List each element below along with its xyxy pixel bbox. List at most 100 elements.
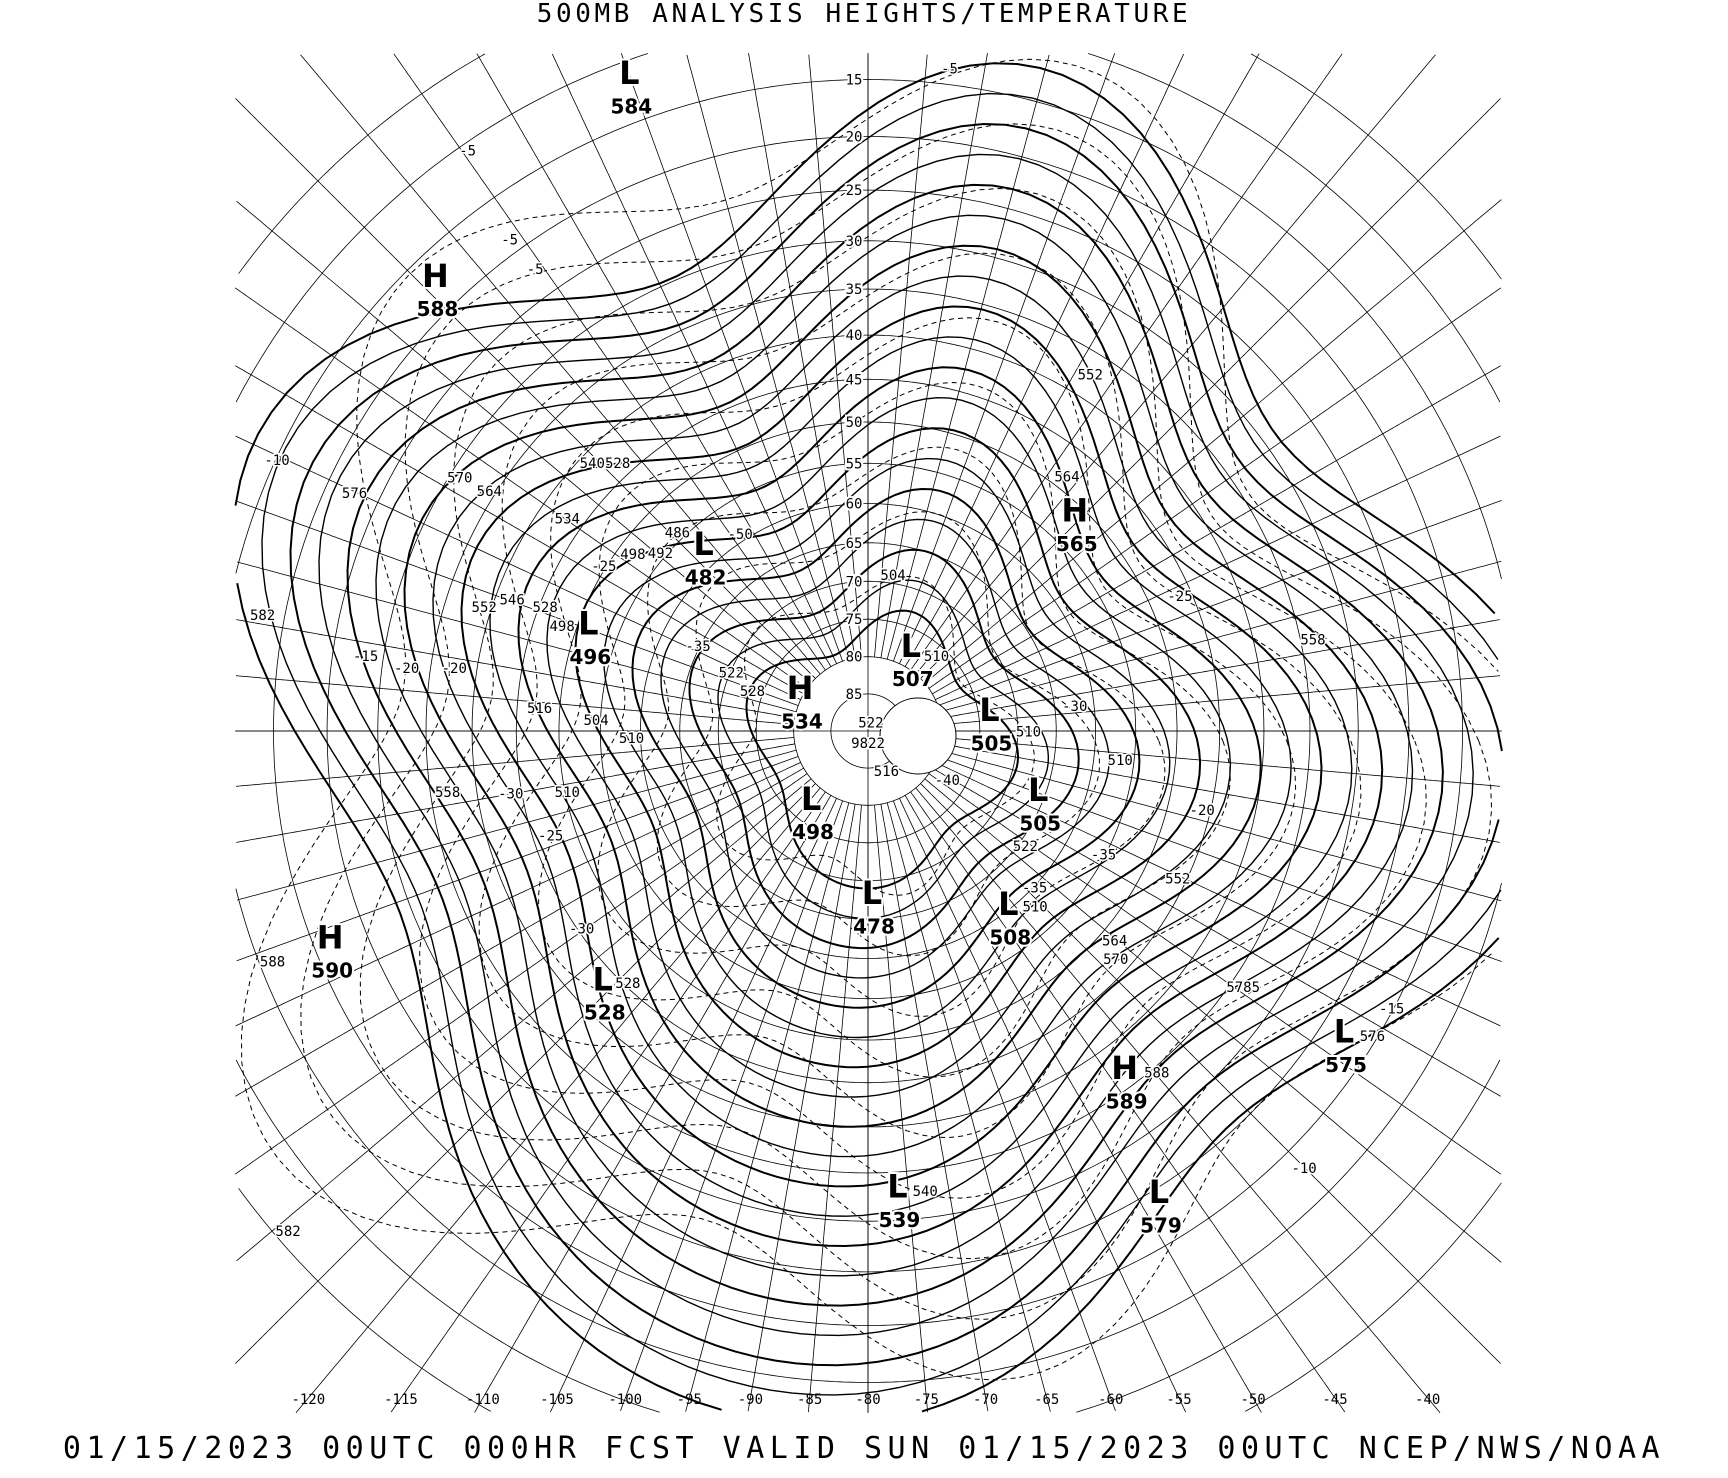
height-contour-label: 510 xyxy=(1108,753,1133,769)
pressure-center-value: 508 xyxy=(989,925,1031,949)
valid-time-footer: 01/15/2023 00UTC 000HR FCST VALID SUN 01… xyxy=(62,1431,1666,1466)
temperature-contour-label: -30 xyxy=(1062,699,1087,715)
longitude-label: -75 xyxy=(914,1392,939,1408)
pressure-center-value: 505 xyxy=(971,732,1013,756)
height-contour-label: 570 xyxy=(1103,952,1128,968)
low-pressure-symbol: L xyxy=(979,691,999,729)
temperature-contour-label: -15 xyxy=(353,649,378,665)
height-contour xyxy=(517,366,1262,1128)
latitude-label: 35 xyxy=(846,282,863,298)
height-contour-label: 528 xyxy=(532,600,557,616)
latitude-label: 70 xyxy=(846,574,863,590)
meridian-line xyxy=(549,798,837,1413)
height-contour-label: 534 xyxy=(555,512,580,528)
meridian-line xyxy=(236,561,797,713)
pressure-center-value: 478 xyxy=(853,914,895,938)
pressure-center-value: 507 xyxy=(892,667,934,691)
height-contour-label: 558 xyxy=(1300,632,1325,648)
longitude-label: -110 xyxy=(466,1392,500,1408)
low-pressure-symbol: L xyxy=(578,605,598,643)
temperature-contour-label: -35 xyxy=(1022,880,1047,896)
meridian-line xyxy=(893,53,1116,662)
longitude-label: -80 xyxy=(855,1392,880,1408)
meridian-line xyxy=(910,791,1346,1413)
high-pressure-symbol: H xyxy=(1061,492,1088,530)
height-contour-label: 510 xyxy=(924,649,949,665)
meridian-line xyxy=(747,804,856,1412)
longitude-label: -105 xyxy=(540,1392,574,1408)
pressure-center-value: 505 xyxy=(1019,811,1061,835)
temperature-contour-label: -5 xyxy=(501,232,518,248)
height-contour-label: 516 xyxy=(527,701,552,717)
meridian-line xyxy=(941,737,1501,787)
meridian-line xyxy=(937,500,1502,706)
longitude-label: -50 xyxy=(1240,1392,1265,1408)
height-contour-label: 582 xyxy=(275,1224,300,1240)
height-contour xyxy=(631,487,1141,1009)
longitude-label: -70 xyxy=(973,1392,998,1408)
pressure-center-value: 575 xyxy=(1325,1053,1367,1077)
meridian-line xyxy=(808,804,862,1413)
height-contour xyxy=(375,214,1414,1277)
temperature-contour-label: -35 xyxy=(1091,847,1116,863)
meridian-line xyxy=(939,749,1502,902)
pressure-center-value: 498 xyxy=(792,820,834,844)
latitude-label: 45 xyxy=(846,372,863,388)
temperature-contour-label: -20 xyxy=(394,661,419,677)
meridian-line xyxy=(886,802,1051,1412)
meridian-line xyxy=(939,560,1502,713)
longitude-label: -60 xyxy=(1098,1392,1123,1408)
meridian-line xyxy=(941,619,1500,719)
height-contour-label: 498 xyxy=(620,547,645,563)
height-contour-label: 510 xyxy=(619,731,644,747)
longitude-label: -100 xyxy=(608,1392,642,1408)
temperature-contour-label: -25 xyxy=(1167,589,1192,605)
low-pressure-symbol: L xyxy=(1149,1173,1169,1211)
low-pressure-symbol: L xyxy=(801,780,821,818)
height-contour xyxy=(489,336,1292,1158)
lat-lon-grid xyxy=(234,53,1502,1413)
low-pressure-symbol: L xyxy=(1334,1012,1354,1050)
meridian-line xyxy=(808,54,862,658)
meridian-line xyxy=(551,53,837,664)
temperature-contour-label: -40 xyxy=(935,773,960,789)
low-pressure-symbol: L xyxy=(593,960,613,998)
pressure-center-value: 482 xyxy=(685,565,727,589)
meridian-line xyxy=(932,767,1501,1097)
temperature-contour-label: -25 xyxy=(591,559,616,575)
meridian-line xyxy=(236,500,799,706)
latitude-label: 55 xyxy=(846,456,863,472)
temperature-contour-label: -25 xyxy=(538,828,563,844)
meridian-line xyxy=(899,53,1185,664)
high-pressure-symbol: H xyxy=(422,257,449,295)
meridian-line xyxy=(295,787,821,1413)
height-contour-label: 504 xyxy=(583,713,608,729)
high-pressure-symbol: H xyxy=(317,918,344,956)
temperature-contour-label: -5 xyxy=(941,62,958,78)
longitude-label: -55 xyxy=(1166,1392,1191,1408)
temperature-contour xyxy=(656,511,1101,957)
longitude-label: -85 xyxy=(797,1392,822,1408)
height-contour-label: 522 xyxy=(1013,839,1038,855)
height-contour-label: 510 xyxy=(1016,724,1041,740)
height-contour-label: 492 xyxy=(648,546,673,562)
latitude-label: 15 xyxy=(846,73,863,89)
longitude-label: -65 xyxy=(1034,1392,1059,1408)
meridian-line xyxy=(236,778,812,1262)
height-contour xyxy=(688,548,1080,950)
temperature-contour-label: -20 xyxy=(1190,803,1215,819)
height-contour xyxy=(460,305,1323,1188)
longitude-label: -45 xyxy=(1322,1392,1347,1408)
meridian-line xyxy=(235,767,804,1097)
pressure-center-value: 496 xyxy=(569,645,611,669)
pressure-center-value: 584 xyxy=(610,94,652,118)
temperature-contour-label: -10 xyxy=(1291,1161,1316,1177)
height-contour xyxy=(717,579,1050,920)
height-contour-label: 576 xyxy=(1360,1029,1385,1045)
temperature-contour-label: -10 xyxy=(264,453,289,469)
temperature-contour-label: -15 xyxy=(1379,1001,1404,1017)
height-contour-label: 528 xyxy=(615,976,640,992)
meridian-line xyxy=(236,756,799,962)
low-pressure-symbol: L xyxy=(1028,771,1048,809)
